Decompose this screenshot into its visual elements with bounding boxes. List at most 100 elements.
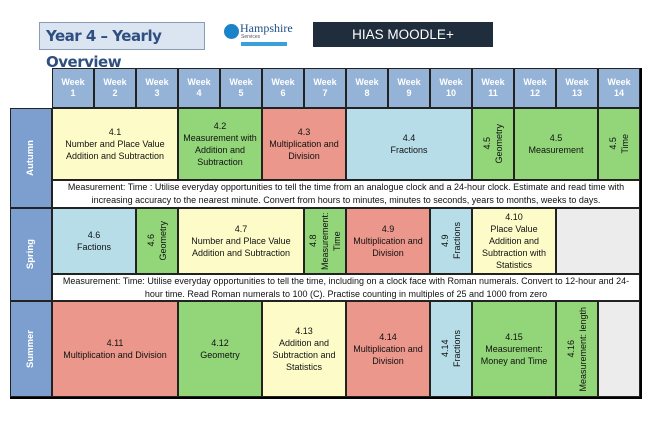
season-spring: Spring: [10, 208, 52, 301]
unit-code: 4.6: [87, 230, 101, 240]
week-header: Week 12: [514, 68, 556, 108]
week-number: 5: [238, 88, 244, 98]
unit-code: 4.11: [106, 338, 124, 348]
week-label: Week: [355, 77, 379, 87]
week-number: 7: [322, 88, 328, 98]
spring-note: Measurement: Time: Utilise everyday oppo…: [52, 274, 640, 301]
unit-title: Factions: [76, 242, 111, 252]
week-number: 1: [70, 88, 76, 98]
week-header: Week 7: [304, 68, 346, 108]
note-text: Measurement: Time : Utilise everyday opp…: [67, 182, 625, 205]
unit-code: 4.10: [505, 212, 523, 222]
week-number: 9: [406, 88, 412, 98]
unit-code: 4.16: [566, 340, 576, 358]
week-number: 14: [613, 88, 624, 98]
logo-name: Hampshire: [240, 21, 293, 35]
unit-title: Geometry: [200, 350, 240, 360]
week-header: Week 6: [262, 68, 304, 108]
unit-cell: 4.9 Multiplication and Division: [346, 208, 430, 274]
unit-cell: 4.13 Addition and Subtraction and Statist…: [262, 301, 346, 397]
week-header: Week 3: [136, 68, 178, 108]
empty-cell: [556, 208, 640, 274]
unit-title: Multiplication and Division: [353, 344, 423, 366]
unit-title: Fractions: [452, 222, 462, 260]
unit-title: Measurement: Time: [320, 212, 342, 270]
unit-title: Multiplication and Division: [63, 350, 167, 360]
flower-icon: [224, 24, 239, 39]
unit-code: 4.2: [213, 121, 227, 131]
week-number: 3: [154, 88, 160, 98]
season-label: Summer: [25, 329, 36, 368]
week-label: Week: [439, 77, 463, 87]
unit-title: Multiplication and Division: [353, 236, 423, 258]
unit-code: 4.9: [440, 234, 450, 248]
unit-cell: 4.1 Number and Place Value Addition and S…: [52, 108, 178, 180]
season-autumn: Autumn: [10, 108, 52, 208]
unit-title: Number and Place Value Addition and Subt…: [191, 236, 291, 258]
unit-cell: 4.16 Measurement: length: [556, 301, 598, 397]
week-label: Week: [187, 77, 211, 87]
unit-title: Measurement: [528, 145, 584, 155]
unit-code: 4.1: [108, 127, 122, 137]
week-header: Week 9: [388, 68, 430, 108]
unit-title: Measurement: Money and Time: [480, 344, 548, 366]
unit-cell: 4.7 Number and Place Value Addition and S…: [178, 208, 304, 274]
unit-title: Place Value Addition and Subtraction wit…: [481, 224, 547, 270]
unit-code: 4.7: [234, 224, 248, 234]
unit-cell: 4.5 Measurement: [514, 108, 598, 180]
hampshire-logo: Hampshire Services: [224, 20, 293, 50]
unit-code: 4.5: [482, 137, 492, 151]
week-header: Week 1: [52, 68, 94, 108]
week-header: Week 11: [472, 68, 514, 108]
unit-cell: 4.8 Measurement: Time: [304, 208, 346, 274]
unit-title: Addition and Subtraction and Statistics: [272, 338, 336, 372]
week-number: 6: [280, 88, 286, 98]
autumn-note: Measurement: Time : Utilise everyday opp…: [52, 180, 640, 208]
week-header: Week 2: [94, 68, 136, 108]
week-label: Week: [61, 77, 85, 87]
unit-cell: 4.11 Multiplication and Division: [52, 301, 178, 397]
week-header: Week 14: [598, 68, 640, 108]
unit-code: 4.14: [440, 340, 450, 358]
week-label: Week: [103, 77, 127, 87]
unit-title: Time: [620, 134, 630, 154]
unit-cell: 4.6 Factions: [52, 208, 136, 274]
unit-cell: 4.5 Geometry: [472, 108, 514, 180]
week-label: Week: [145, 77, 169, 87]
season-label: Autumn: [25, 140, 36, 176]
week-header: Week 10: [430, 68, 472, 108]
logo-sub: Services: [241, 34, 261, 40]
week-header: Week 5: [220, 68, 262, 108]
season-summer: Summer: [10, 301, 52, 397]
unit-code: 4.15: [505, 332, 523, 342]
week-label: Week: [607, 77, 631, 87]
unit-title: Geometry: [494, 124, 504, 164]
unit-cell: 4.5 Time: [598, 108, 640, 180]
week-header: Week 13: [556, 68, 598, 108]
week-number: 13: [571, 88, 582, 98]
unit-title: Fractions: [390, 145, 428, 155]
week-number: 12: [529, 88, 540, 98]
unit-title: Fractions: [452, 330, 462, 368]
note-text: Measurement: Time: Utilise everyday oppo…: [62, 275, 630, 299]
overview-table: Week 1 Week 2 Week 3 Week 4 Week 5 Week 6 Week 7 Week 8…: [10, 68, 642, 399]
week-header: Week 4: [178, 68, 220, 108]
unit-title: Number and Place Value Addition and Subt…: [65, 139, 165, 161]
week-number: 11: [488, 88, 498, 98]
week-label: Week: [229, 77, 253, 87]
unit-cell: 4.14 Multiplication and Division: [346, 301, 430, 397]
unit-cell: 4.2 Measurement with Addition and Subtrac…: [178, 108, 262, 180]
week-number: 2: [112, 88, 118, 98]
week-label: Week: [565, 77, 589, 87]
hias-banner: HIAS MOODLE+ RESOURCE: [313, 22, 493, 67]
unit-code: 4.9: [381, 224, 395, 234]
corner-blank: [10, 68, 52, 108]
week-number: 8: [364, 88, 370, 98]
unit-cell: 4.4 Fractions: [346, 108, 472, 180]
season-label: Spring: [25, 239, 36, 270]
unit-code: 4.14: [379, 332, 397, 342]
unit-code: 4.12: [211, 338, 229, 348]
unit-code: 4.4: [402, 133, 416, 143]
unit-title: Multiplication and Division: [269, 139, 339, 161]
unit-code: 4.3: [297, 127, 311, 137]
